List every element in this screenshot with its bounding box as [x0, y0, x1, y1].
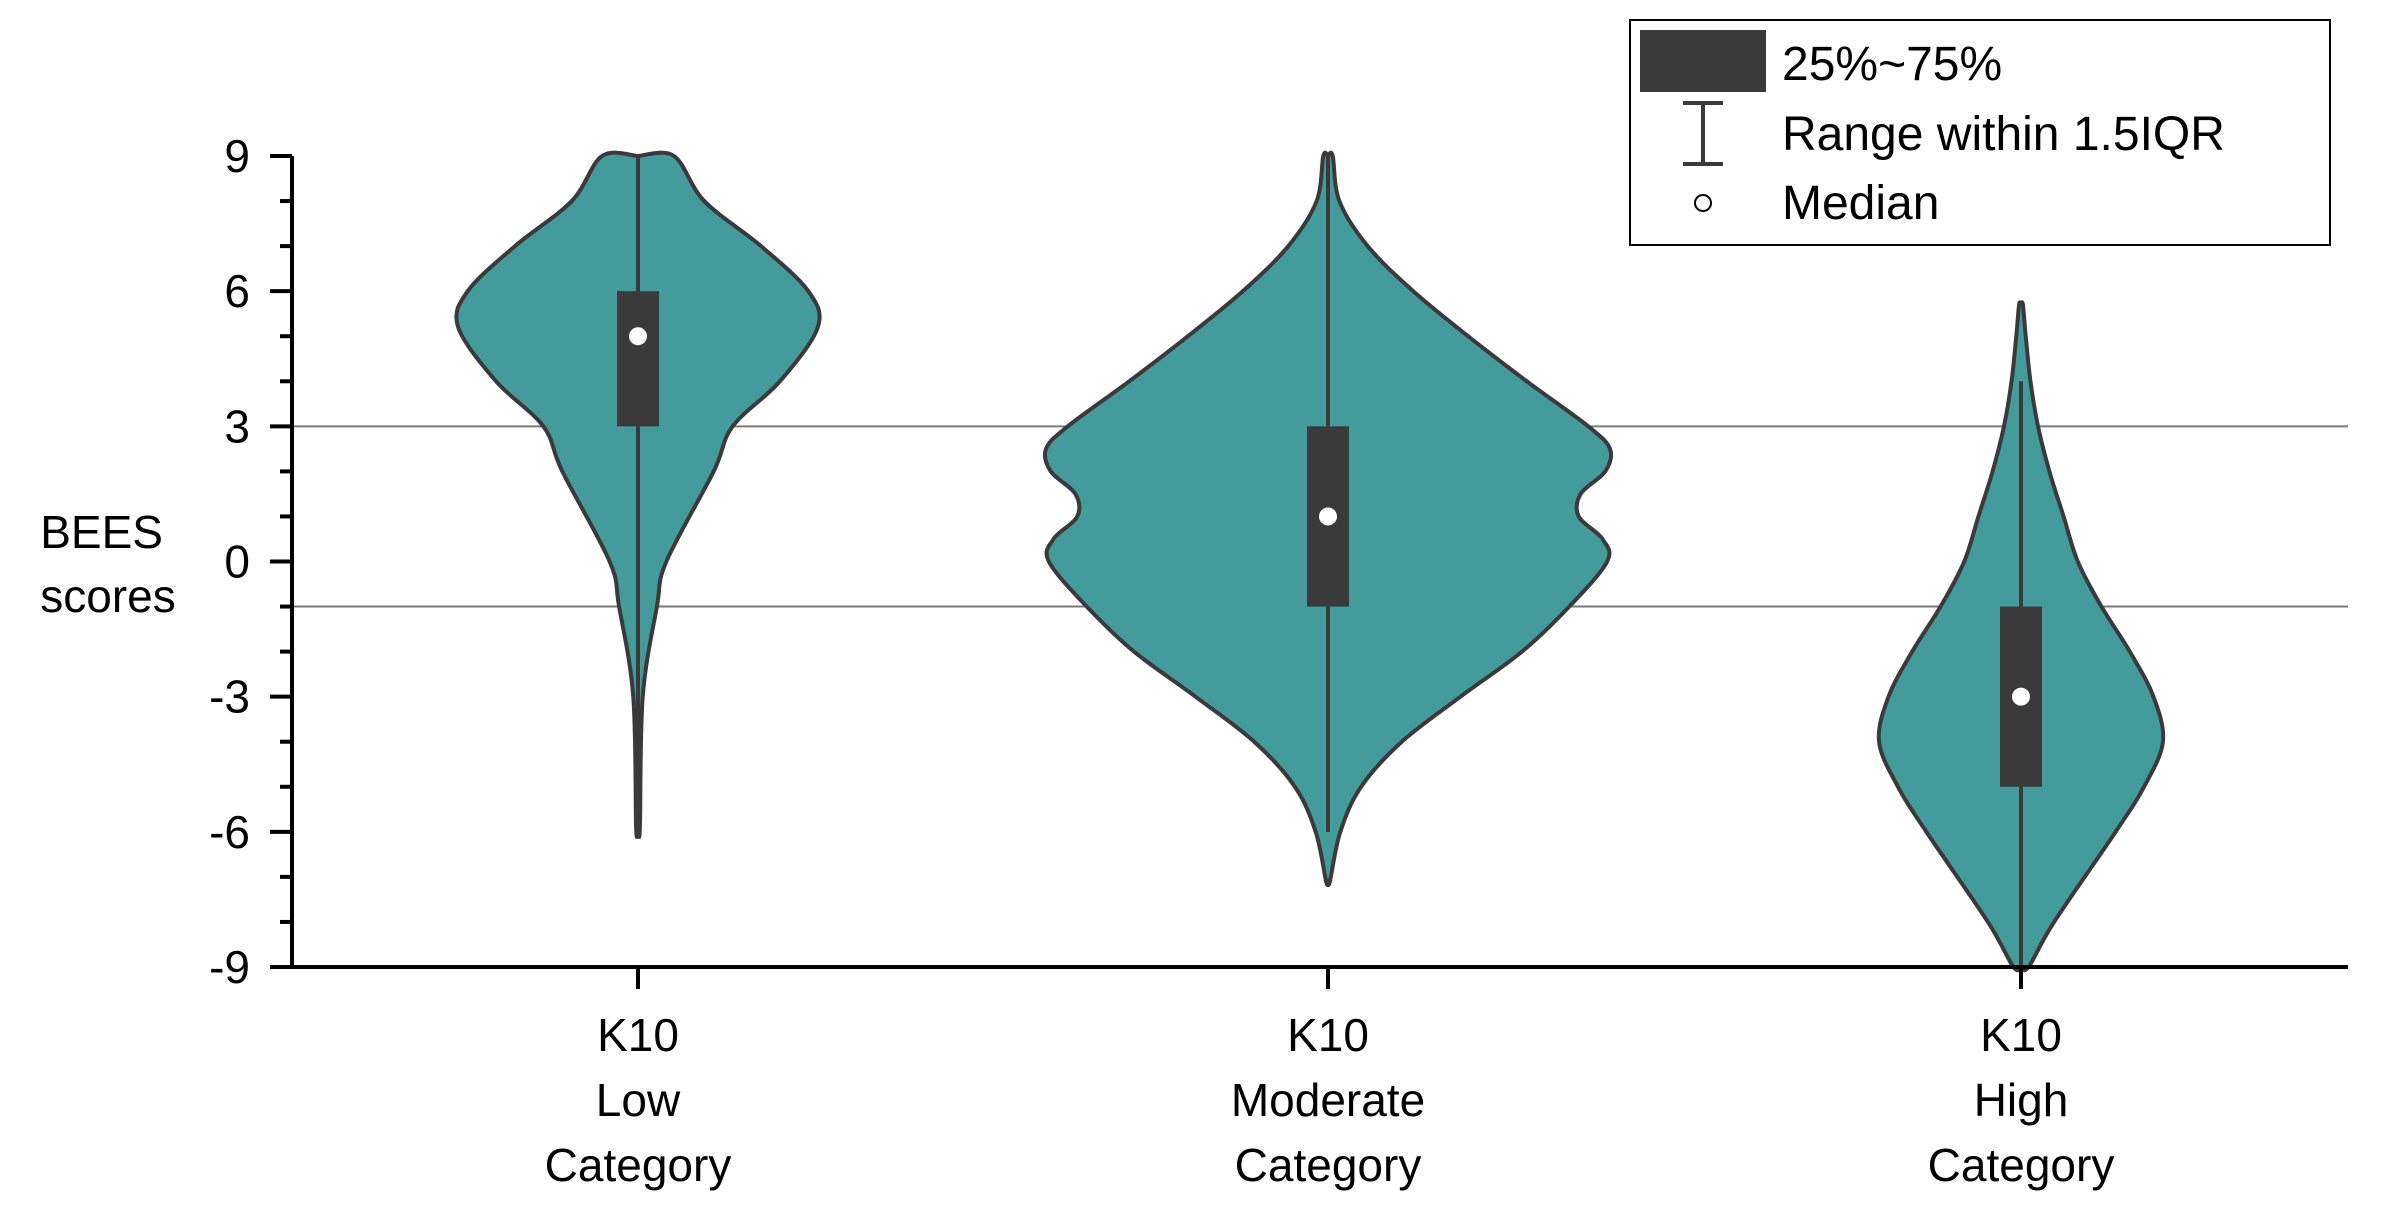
legend-label-median: Median [1782, 177, 1939, 230]
legend: 25%~75% Range within 1.5IQR Median [1629, 19, 2331, 246]
y-tick-label-6: 9 [224, 130, 250, 182]
y-tick-label-1: -6 [209, 806, 250, 858]
x-category-label-0-line-1: Low [596, 1074, 681, 1126]
y-axis-label: BEES scores [40, 506, 176, 622]
y-axis-label-line-2: scores [40, 570, 175, 622]
legend-label-iqr-box: 25%~75% [1782, 38, 2002, 91]
y-tick-label-5: 6 [224, 265, 250, 317]
x-category-label-1-line-0: K10 [1287, 1009, 1369, 1061]
legend-box-swatch [1640, 30, 1766, 92]
y-axis-label-line-1: BEES [40, 506, 163, 558]
x-category-label-1: K10 Moderate Category [1231, 1009, 1425, 1191]
violin-median-0 [629, 327, 647, 346]
x-category-label-2: K10 High Category [1928, 1009, 2115, 1191]
x-category-label-1-line-2: Category [1235, 1139, 1422, 1191]
y-ticks: -9 -6 -3 0 3 6 9 [209, 130, 292, 993]
x-category-label-2-line-0: K10 [1980, 1009, 2062, 1061]
x-category-label-0-line-2: Category [545, 1139, 732, 1191]
violin-iqr-box-0 [617, 291, 659, 427]
legend-label-whisker: Range within 1.5IQR [1782, 108, 2225, 161]
y-tick-label-2: -3 [209, 671, 250, 723]
x-category-label-0-line-0: K10 [597, 1009, 679, 1061]
violin-group-2 [1876, 300, 2166, 973]
violin-group-0 [454, 150, 822, 839]
legend-whisker-symbol [1683, 101, 1723, 166]
x-category-label-0: K10 Low Category [545, 1009, 732, 1191]
y-tick-label-4: 3 [224, 400, 250, 452]
violin-median-1 [1319, 507, 1337, 526]
violin-median-2 [2012, 687, 2030, 706]
y-tick-label-0: -9 [209, 941, 250, 993]
violin-group-1 [1042, 150, 1614, 888]
x-category-label-1-line-1: Moderate [1231, 1074, 1425, 1126]
x-category-labels: K10 Low Category K10 Moderate Category K10 High… [545, 1009, 2115, 1191]
x-category-label-2-line-2: Category [1928, 1139, 2115, 1191]
x-category-label-2-line-1: High [1974, 1074, 2069, 1126]
legend-median-marker [1694, 194, 1712, 212]
violins [454, 150, 2166, 973]
y-tick-label-3: 0 [224, 536, 250, 588]
